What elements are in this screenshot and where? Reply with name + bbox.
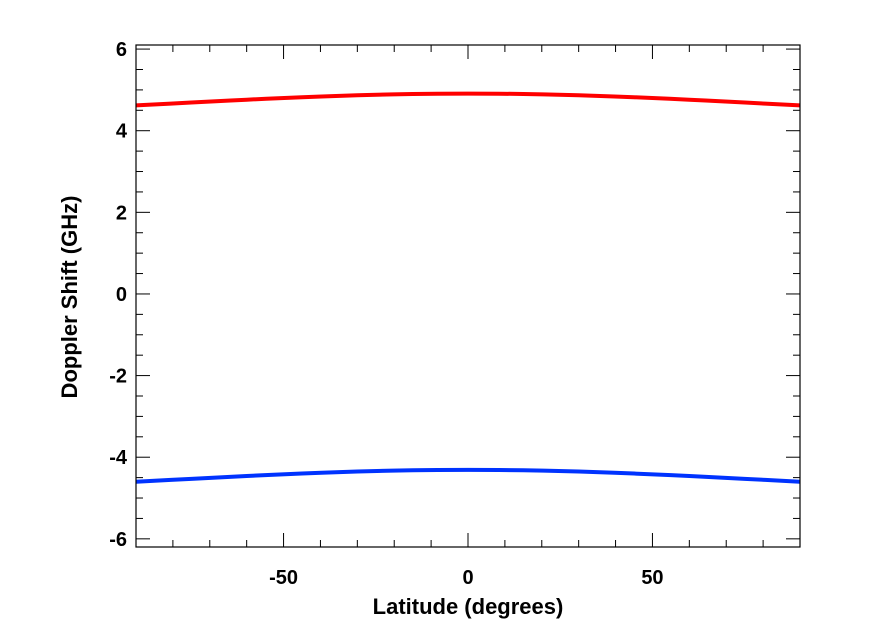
y-tick-label: -4 (109, 447, 128, 469)
y-tick-label: 6 (116, 39, 127, 61)
x-axis-label: Latitude (degrees) (373, 594, 564, 619)
y-tick-label: -6 (109, 529, 127, 551)
y-tick-label: 2 (116, 202, 127, 224)
y-tick-label: 0 (116, 284, 127, 306)
y-tick-label: -2 (109, 366, 127, 388)
x-tick-label: -50 (269, 567, 298, 589)
plot-frame (135, 44, 801, 548)
labels-layer: -50 0 50 -6 -4 -2 0 2 4 6 (109, 39, 663, 589)
x-tick-label: 0 (462, 567, 473, 589)
series-line-1 (135, 91, 801, 108)
x-tick-label: 50 (641, 567, 663, 589)
y-tick-label: 4 (116, 121, 128, 143)
y-axis-label: Doppler Shift (GHz) (57, 196, 82, 399)
series-line-2 (135, 467, 801, 484)
series-layer (135, 91, 801, 484)
ticks-layer (135, 45, 801, 547)
